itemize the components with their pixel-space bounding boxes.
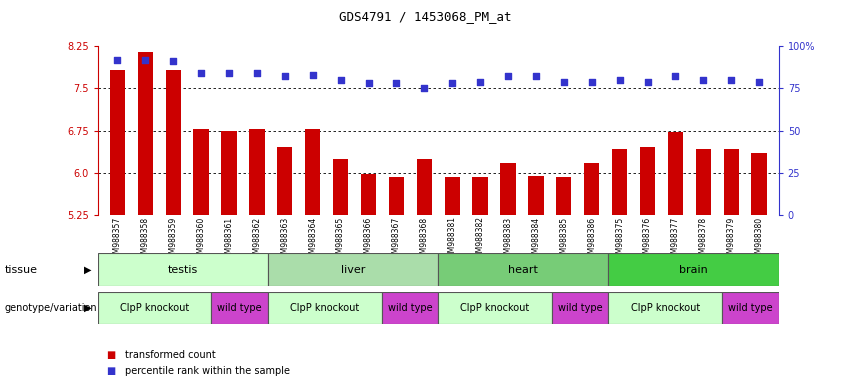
Point — [696, 77, 710, 83]
Point — [167, 58, 180, 65]
Text: percentile rank within the sample: percentile rank within the sample — [125, 366, 290, 376]
Bar — [361, 174, 376, 215]
Text: testis: testis — [168, 265, 198, 275]
Text: heart: heart — [508, 265, 539, 275]
Bar — [193, 129, 208, 215]
Point — [250, 70, 264, 76]
Text: liver: liver — [341, 265, 365, 275]
Text: wild type: wild type — [557, 303, 603, 313]
Point — [111, 56, 124, 63]
Bar — [389, 177, 404, 215]
Point — [752, 78, 766, 84]
Bar — [695, 149, 711, 215]
Text: ClpP knockout: ClpP knockout — [120, 303, 189, 313]
Point — [278, 73, 292, 79]
Text: GDS4791 / 1453068_PM_at: GDS4791 / 1453068_PM_at — [340, 10, 511, 23]
Bar — [551, 292, 608, 324]
Point — [222, 70, 236, 76]
Text: ■: ■ — [106, 350, 116, 360]
Point — [585, 78, 598, 84]
Text: wild type: wild type — [217, 303, 262, 313]
Point — [390, 80, 403, 86]
Text: ■: ■ — [106, 366, 116, 376]
Point — [641, 78, 654, 84]
Bar — [249, 129, 265, 215]
Bar — [166, 70, 181, 215]
Bar — [608, 292, 722, 324]
Point — [529, 73, 543, 79]
Text: ▶: ▶ — [83, 265, 91, 275]
Bar — [751, 153, 767, 215]
Bar — [608, 253, 779, 286]
Bar — [722, 292, 779, 324]
Text: brain: brain — [679, 265, 708, 275]
Bar — [211, 292, 268, 324]
Text: ClpP knockout: ClpP knockout — [290, 303, 359, 313]
Bar — [557, 177, 572, 215]
Bar — [98, 253, 268, 286]
Bar — [221, 131, 237, 215]
Bar — [444, 177, 460, 215]
Bar — [138, 52, 153, 215]
Bar — [438, 253, 608, 286]
Bar — [528, 175, 544, 215]
Bar — [584, 163, 599, 215]
Text: ClpP knockout: ClpP knockout — [460, 303, 529, 313]
Point — [613, 77, 626, 83]
Bar — [417, 159, 432, 215]
Point — [362, 80, 375, 86]
Bar — [268, 292, 381, 324]
Bar — [640, 147, 655, 215]
Point — [306, 72, 319, 78]
Bar — [98, 292, 211, 324]
Point — [724, 77, 738, 83]
Point — [501, 73, 515, 79]
Point — [473, 78, 487, 84]
Point — [418, 85, 431, 91]
Text: wild type: wild type — [387, 303, 432, 313]
Text: transformed count: transformed count — [125, 350, 216, 360]
Text: tissue: tissue — [4, 265, 37, 275]
Bar — [668, 132, 683, 215]
Bar — [333, 159, 348, 215]
Bar — [472, 177, 488, 215]
Bar — [305, 129, 320, 215]
Text: ClpP knockout: ClpP knockout — [631, 303, 700, 313]
Point — [669, 73, 683, 79]
Point — [194, 70, 208, 76]
Point — [557, 78, 571, 84]
Bar — [110, 70, 125, 215]
Point — [334, 77, 347, 83]
Bar — [438, 292, 551, 324]
Bar — [381, 292, 438, 324]
Bar — [612, 149, 627, 215]
Point — [139, 56, 152, 63]
Bar — [268, 253, 438, 286]
Point — [445, 80, 459, 86]
Text: wild type: wild type — [728, 303, 773, 313]
Text: genotype/variation: genotype/variation — [4, 303, 97, 313]
Bar — [277, 147, 293, 215]
Bar — [500, 163, 516, 215]
Text: ▶: ▶ — [83, 303, 91, 313]
Bar — [723, 149, 739, 215]
